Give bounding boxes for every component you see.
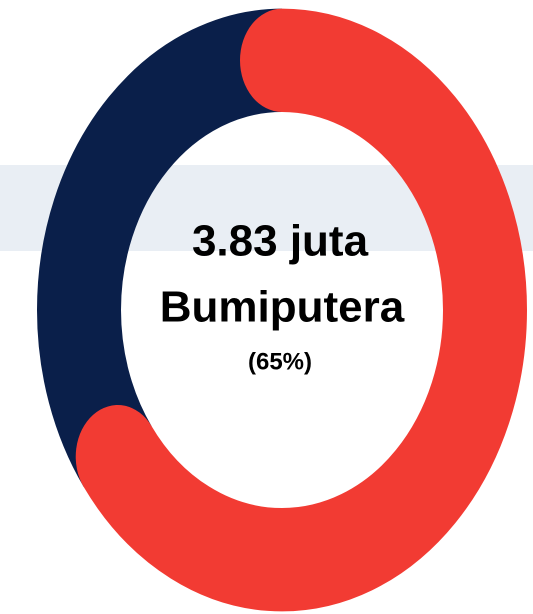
donut-segment xyxy=(37,8,527,612)
donut xyxy=(37,8,527,612)
center-label: Bumiputera xyxy=(160,283,405,332)
value-label: (65%) xyxy=(248,348,312,375)
center-value: 3.83 juta xyxy=(192,217,369,266)
